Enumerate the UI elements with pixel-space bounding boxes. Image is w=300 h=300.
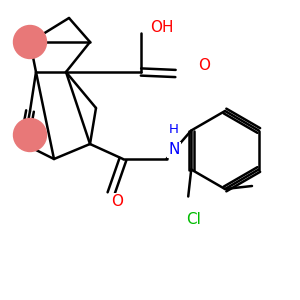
Text: Cl: Cl [186,212,201,226]
Text: H: H [169,122,179,136]
Circle shape [14,26,46,58]
Text: N: N [168,142,180,158]
Text: OH: OH [150,20,174,34]
Circle shape [14,118,46,152]
Text: O: O [111,194,123,208]
Text: O: O [198,58,210,74]
